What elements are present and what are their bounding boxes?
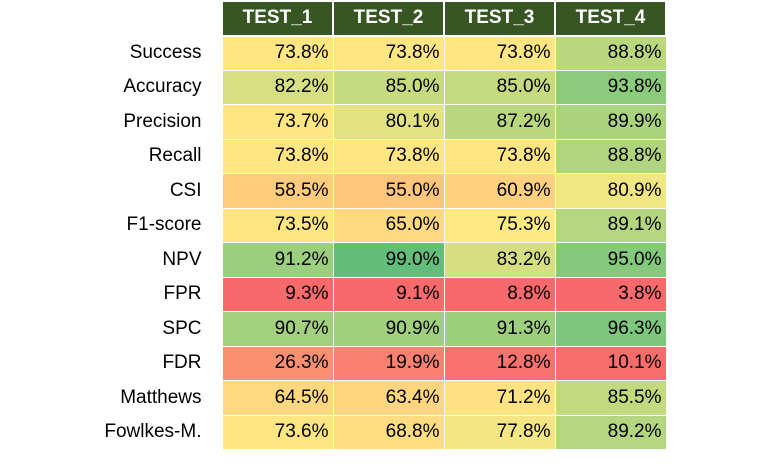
heatmap-cell: 88.8% (554, 138, 667, 174)
heatmap-cell: 73.8% (221, 138, 334, 174)
row-label: Success (0, 35, 222, 70)
heatmap-cell: 71.2% (443, 380, 556, 416)
heatmap-cell: 73.6% (221, 414, 334, 450)
heatmap-cell: 12.8% (443, 345, 556, 381)
heatmap-cell: 55.0% (332, 173, 445, 209)
heatmap-cell: 75.3% (443, 207, 556, 243)
heatmap-cell: 68.8% (332, 414, 445, 450)
table-row: SPC 90.7% 90.9% 91.3% 96.3% (0, 311, 667, 347)
row-label: Fowlkes-M. (0, 415, 222, 450)
table-row: Fowlkes-M. 73.6% 68.8% 77.8% 89.2% (0, 414, 667, 450)
heatmap-cell: 96.3% (554, 311, 667, 347)
heatmap-cell: 80.1% (332, 104, 445, 140)
heatmap-cell: 9.3% (221, 276, 334, 312)
row-label: Recall (0, 139, 222, 174)
heatmap-cell: 91.3% (443, 311, 556, 347)
table-row: Accuracy 82.2% 85.0% 85.0% 93.8% (0, 69, 667, 105)
row-label: FPR (0, 277, 222, 312)
heatmap-cell: 80.9% (554, 173, 667, 209)
heatmap-cell: 88.8% (554, 35, 667, 71)
row-label: CSI (0, 173, 222, 208)
row-label: F1-score (0, 208, 222, 243)
table-row: CSI 58.5% 55.0% 60.9% 80.9% (0, 173, 667, 209)
heatmap-cell: 64.5% (221, 380, 334, 416)
heatmap-cell: 19.9% (332, 345, 445, 381)
heatmap-cell: 99.0% (332, 242, 445, 278)
heatmap-cell: 73.7% (221, 104, 334, 140)
heatmap-cell: 3.8% (554, 276, 667, 312)
metrics-heatmap-table: TEST_1 TEST_2 TEST_3 TEST_4 Success 73.8%… (0, 0, 667, 450)
heatmap-cell: 73.8% (332, 35, 445, 71)
heatmap-cell: 95.0% (554, 242, 667, 278)
table-row: FPR 9.3% 9.1% 8.8% 3.8% (0, 276, 667, 312)
heatmap-cell: 65.0% (332, 207, 445, 243)
column-header-test-3: TEST_3 (443, 0, 556, 37)
table-row: Success 73.8% 73.8% 73.8% 88.8% (0, 35, 667, 71)
heatmap-cell: 73.8% (332, 138, 445, 174)
heatmap-cell: 63.4% (332, 380, 445, 416)
heatmap-cell: 9.1% (332, 276, 445, 312)
heatmap-cell: 73.8% (221, 35, 334, 71)
heatmap-cell: 91.2% (221, 242, 334, 278)
table-row: Matthews 64.5% 63.4% 71.2% 85.5% (0, 380, 667, 416)
heatmap-cell: 26.3% (221, 345, 334, 381)
heatmap-cell: 90.7% (221, 311, 334, 347)
heatmap-cell: 89.2% (554, 414, 667, 450)
heatmap-cell: 58.5% (221, 173, 334, 209)
heatmap-cell: 60.9% (443, 173, 556, 209)
heatmap-cell: 85.0% (443, 69, 556, 105)
heatmap-cell: 90.9% (332, 311, 445, 347)
heatmap-cell: 89.9% (554, 104, 667, 140)
heatmap-cell: 85.5% (554, 380, 667, 416)
column-header-test-2: TEST_2 (332, 0, 445, 37)
heatmap-cell: 73.5% (221, 207, 334, 243)
heatmap-cell: 73.8% (443, 35, 556, 71)
column-header-test-4: TEST_4 (554, 0, 667, 37)
row-label: Precision (0, 104, 222, 139)
row-label: Matthews (0, 380, 222, 415)
heatmap-cell: 83.2% (443, 242, 556, 278)
row-label: SPC (0, 311, 222, 346)
table-row: F1-score 73.5% 65.0% 75.3% 89.1% (0, 207, 667, 243)
heatmap-cell: 85.0% (332, 69, 445, 105)
heatmap-cell: 93.8% (554, 69, 667, 105)
row-label: Accuracy (0, 70, 222, 105)
row-label: FDR (0, 346, 222, 381)
heatmap-cell: 87.2% (443, 104, 556, 140)
column-header-test-1: TEST_1 (221, 0, 334, 37)
heatmap-cell: 8.8% (443, 276, 556, 312)
heatmap-cell: 73.8% (443, 138, 556, 174)
table-row: NPV 91.2% 99.0% 83.2% 95.0% (0, 242, 667, 278)
heatmap-body: Success 73.8% 73.8% 73.8% 88.8% Accuracy 82.2%… (0, 35, 667, 450)
heatmap-cell: 77.8% (443, 414, 556, 450)
header-row: TEST_1 TEST_2 TEST_3 TEST_4 (0, 0, 667, 37)
heatmap-cell: 10.1% (554, 345, 667, 381)
corner-cell (0, 1, 222, 36)
row-label: NPV (0, 242, 222, 277)
table-row: Recall 73.8% 73.8% 73.8% 88.8% (0, 138, 667, 174)
heatmap-cell: 89.1% (554, 207, 667, 243)
table-row: Precision 73.7% 80.1% 87.2% 89.9% (0, 104, 667, 140)
table-row: FDR 26.3% 19.9% 12.8% 10.1% (0, 345, 667, 381)
heatmap-cell: 82.2% (221, 69, 334, 105)
